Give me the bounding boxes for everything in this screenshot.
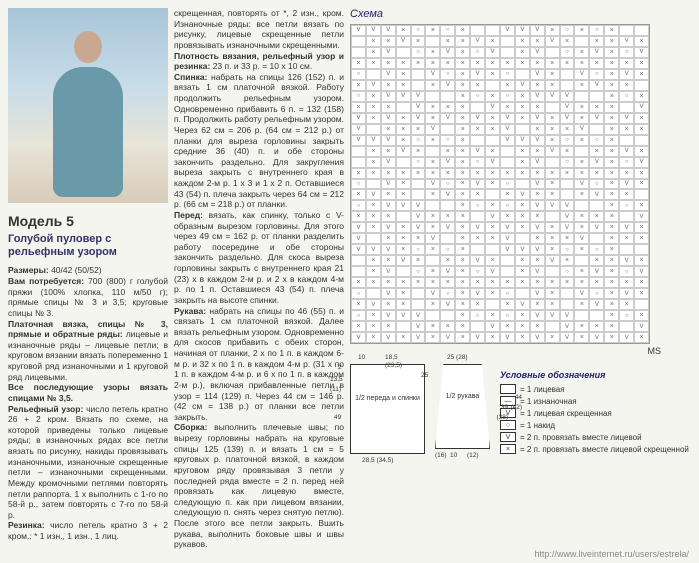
mid-text: скрещенная, повторять от *, 2 изн., кром… [174, 8, 344, 550]
left-text: Размеры: 40/42 (50/52) Вам потребуется: … [8, 265, 168, 541]
legend-title: Условные обозначения [500, 370, 689, 380]
sleeve-schematic: 25 (28) 25 1/2 рукава 39 (38) 44 (42) 10… [435, 364, 490, 449]
chart-title: Схема [350, 8, 691, 20]
model-number: Модель 5 [8, 213, 168, 229]
source-url: http://www.liveinternet.ru/users/estrela… [534, 549, 689, 559]
knitting-chart [350, 24, 650, 344]
legend: Условные обозначения = 1 лицевая—= 1 изн… [500, 370, 689, 456]
model-title: Голубой пуловер с рельефным узором [8, 233, 168, 259]
model-photo [8, 8, 168, 203]
body-schematic: 10 18,5 (23,5) 2 13,5 (11) 49 1/2 переда… [350, 364, 425, 454]
ms-label: MS [350, 346, 691, 356]
